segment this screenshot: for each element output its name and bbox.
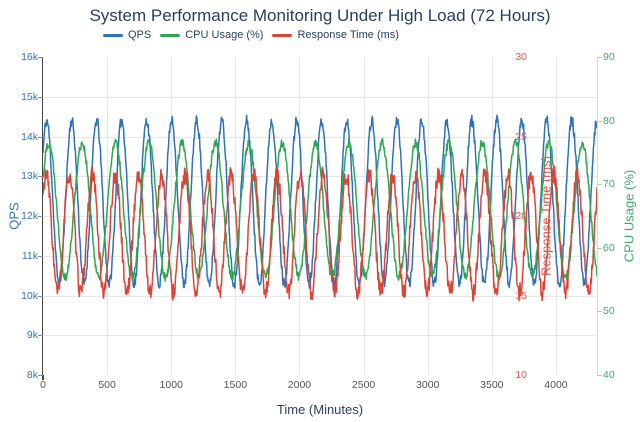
y-tick-response-time: 20 [515,210,527,222]
y-tick-cpu: 70 [603,178,615,191]
y-axis-title-cpu-usage: CPU Usage (%) [621,169,637,263]
x-tick: 1000 [159,379,183,391]
x-tick: 2000 [287,379,312,391]
x-tick: 0 [40,379,46,391]
tick-mark [597,375,602,376]
legend-item-cpu[interactable]: CPU Usage (%) [160,29,263,41]
y-tick-response-time: 25 [515,130,527,143]
tick-mark [597,184,602,186]
x-tick: 4000 [544,379,568,391]
legend-label: Response Time (ms) [297,29,399,41]
y-tick-cpu: 60 [603,241,615,254]
tick-mark [38,136,43,138]
legend-label: CPU Usage (%) [185,29,264,41]
tick-mark [38,375,43,376]
y-tick-cpu: 90 [603,51,615,63]
y-axis-title-qps: QPS [6,202,22,230]
tick-mark [38,57,43,58]
y-tick-cpu: 80 [603,114,615,127]
legend-item-rt[interactable]: Response Time (ms) [272,29,399,41]
tick-mark [38,176,43,178]
y-tick-qps: 13k [21,170,38,183]
y-tick-qps: 14k [21,130,38,143]
right-y-axis-line [597,57,598,375]
tick-mark [597,311,602,313]
y-tick-qps: 15k [21,90,38,103]
chart-legend: QPS CPU Usage (%) Response Time (ms) [103,29,399,41]
legend-item-qps[interactable]: QPS [103,29,151,41]
y-tick-cpu: 50 [603,305,615,318]
tick-mark [38,216,43,217]
tick-mark [38,295,43,297]
y-tick-qps: 12k [21,210,38,222]
tick-mark [38,335,43,337]
x-tick: 3500 [480,379,504,391]
legend-label: QPS [128,29,152,41]
y-tick-qps: 16k [21,51,38,63]
left-y-axis-line [42,57,43,380]
y-tick-qps: 8k [26,369,38,381]
chart-title: System Performance Monitoring Under High… [89,6,551,25]
legend-line-swatch [160,33,181,37]
tick-mark [38,255,43,257]
plot-area[interactable] [43,57,597,375]
y-axis-title-response-time: Response Time (ms) [538,156,554,276]
x-axis-title: Time (Minutes) [276,402,364,417]
legend-line-swatch [272,33,293,37]
y-tick-qps: 9k [26,329,38,342]
x-tick: 1500 [223,379,248,391]
y-tick-qps: 11k [21,249,38,262]
tick-mark [597,120,602,122]
legend-line-swatch [103,33,123,37]
tick-mark [38,96,43,98]
x-tick: 500 [98,379,116,391]
y-tick-cpu: 40 [603,369,615,381]
x-tick: 3000 [416,379,440,391]
tick-mark [43,375,44,380]
y-tick-response-time: 15 [515,289,527,302]
tick-mark [597,247,602,249]
y-tick-response-time: 10 [515,369,527,381]
y-tick-response-time: 30 [515,51,527,63]
x-tick: 2500 [351,379,376,391]
tick-mark [597,57,602,58]
y-tick-qps: 10k [21,289,38,302]
